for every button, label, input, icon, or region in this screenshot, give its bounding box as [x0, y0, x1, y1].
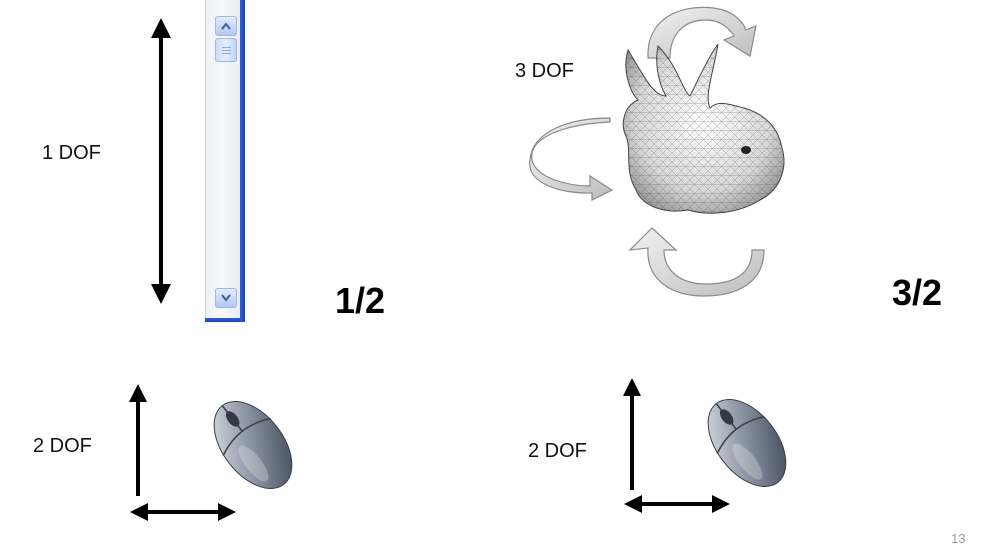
two-dof-label-left: 2 DOF [33, 435, 92, 457]
vertical-scrollbar[interactable] [205, 0, 245, 322]
computer-mouse-icon [707, 398, 787, 488]
chevron-up-icon [221, 22, 231, 30]
two-dof-label-right: 2 DOF [528, 440, 587, 462]
xy-axes-right [623, 378, 730, 513]
computer-mouse-icon [213, 400, 293, 490]
top-rotation-arrow [647, 6, 757, 59]
bottom-rotation-arrow [628, 227, 765, 297]
scroll-down-button[interactable] [215, 288, 237, 308]
three-dof-label: 3 DOF [515, 60, 574, 82]
scroll-thumb[interactable] [215, 38, 237, 62]
xy-axes-left [129, 384, 236, 521]
left-rotation-arrow [529, 117, 614, 201]
rotation-arrows-with-bunny [529, 6, 785, 297]
chevron-down-icon [221, 294, 231, 302]
one-dof-label: 1 DOF [42, 142, 101, 164]
slide-number: 13 [951, 531, 966, 546]
ratio-left: 1/2 [335, 280, 386, 321]
stanford-bunny-mesh [622, 43, 785, 214]
scroll-up-button[interactable] [215, 16, 237, 36]
ratio-right: 3/2 [892, 272, 943, 313]
vertical-double-arrow [151, 18, 171, 304]
